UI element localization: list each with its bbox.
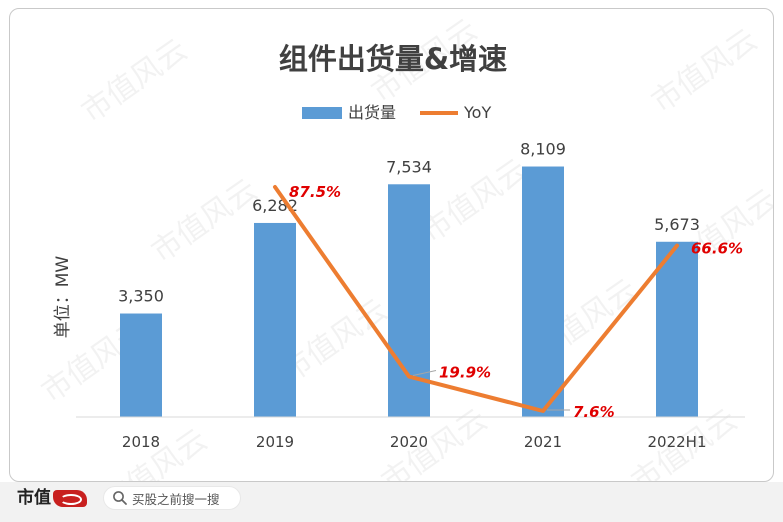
yoy-value-label: 7.6% — [573, 403, 615, 421]
watermark-text: 市值风云 — [145, 172, 263, 269]
yoy-value-label: 19.9% — [439, 364, 491, 382]
yoy-value-label: 87.5% — [289, 183, 341, 201]
legend-bar-swatch — [302, 107, 342, 119]
y-axis-label: 单位：MW — [53, 256, 73, 339]
search-placeholder: 买股之前搜一搜 — [132, 491, 220, 507]
bar-value-label: 7,534 — [386, 157, 432, 176]
x-tick-label: 2021 — [524, 433, 562, 451]
legend: 出货量 YoY — [302, 103, 491, 122]
x-tick-label: 2022H1 — [648, 433, 707, 451]
yoy-value-label: 66.6% — [691, 240, 743, 258]
legend-bar-label: 出货量 — [348, 103, 396, 122]
brand-text: 市值 — [17, 488, 51, 508]
watermark-text: 市值风云 — [415, 152, 533, 249]
bar-2018 — [120, 313, 162, 417]
bar-2021 — [522, 166, 564, 417]
x-tick-label: 2020 — [390, 433, 428, 451]
x-tick-label: 2018 — [122, 433, 160, 451]
x-tick-label: 2019 — [256, 433, 294, 451]
watermark-text: 市值风云 — [645, 22, 763, 119]
bar-value-label: 5,673 — [654, 215, 700, 234]
leader-line — [412, 370, 437, 377]
yoy-line — [273, 185, 679, 413]
search-box[interactable]: 买股之前搜一搜 — [103, 486, 241, 510]
chart-title: 组件出货量&增速 — [279, 42, 507, 76]
brand-mark-icon — [53, 489, 87, 507]
search-icon — [113, 491, 127, 505]
brand-logo[interactable]: 市值 — [17, 487, 87, 509]
chart-frame: 市值风云 市值风云 市值风云 市值风云 市值风云 市值风云 市值风云 市值风云 市值风云 市值风云… — [9, 8, 774, 482]
bar-2019 — [254, 222, 296, 417]
bar-value-label: 3,350 — [118, 287, 164, 306]
legend-line-label: YoY — [463, 103, 491, 122]
bar-value-label: 8,109 — [520, 140, 566, 159]
watermark-text: 市值风云 — [95, 422, 213, 482]
watermark-text: 市值风云 — [75, 32, 193, 129]
bar-2022H1 — [656, 241, 698, 417]
